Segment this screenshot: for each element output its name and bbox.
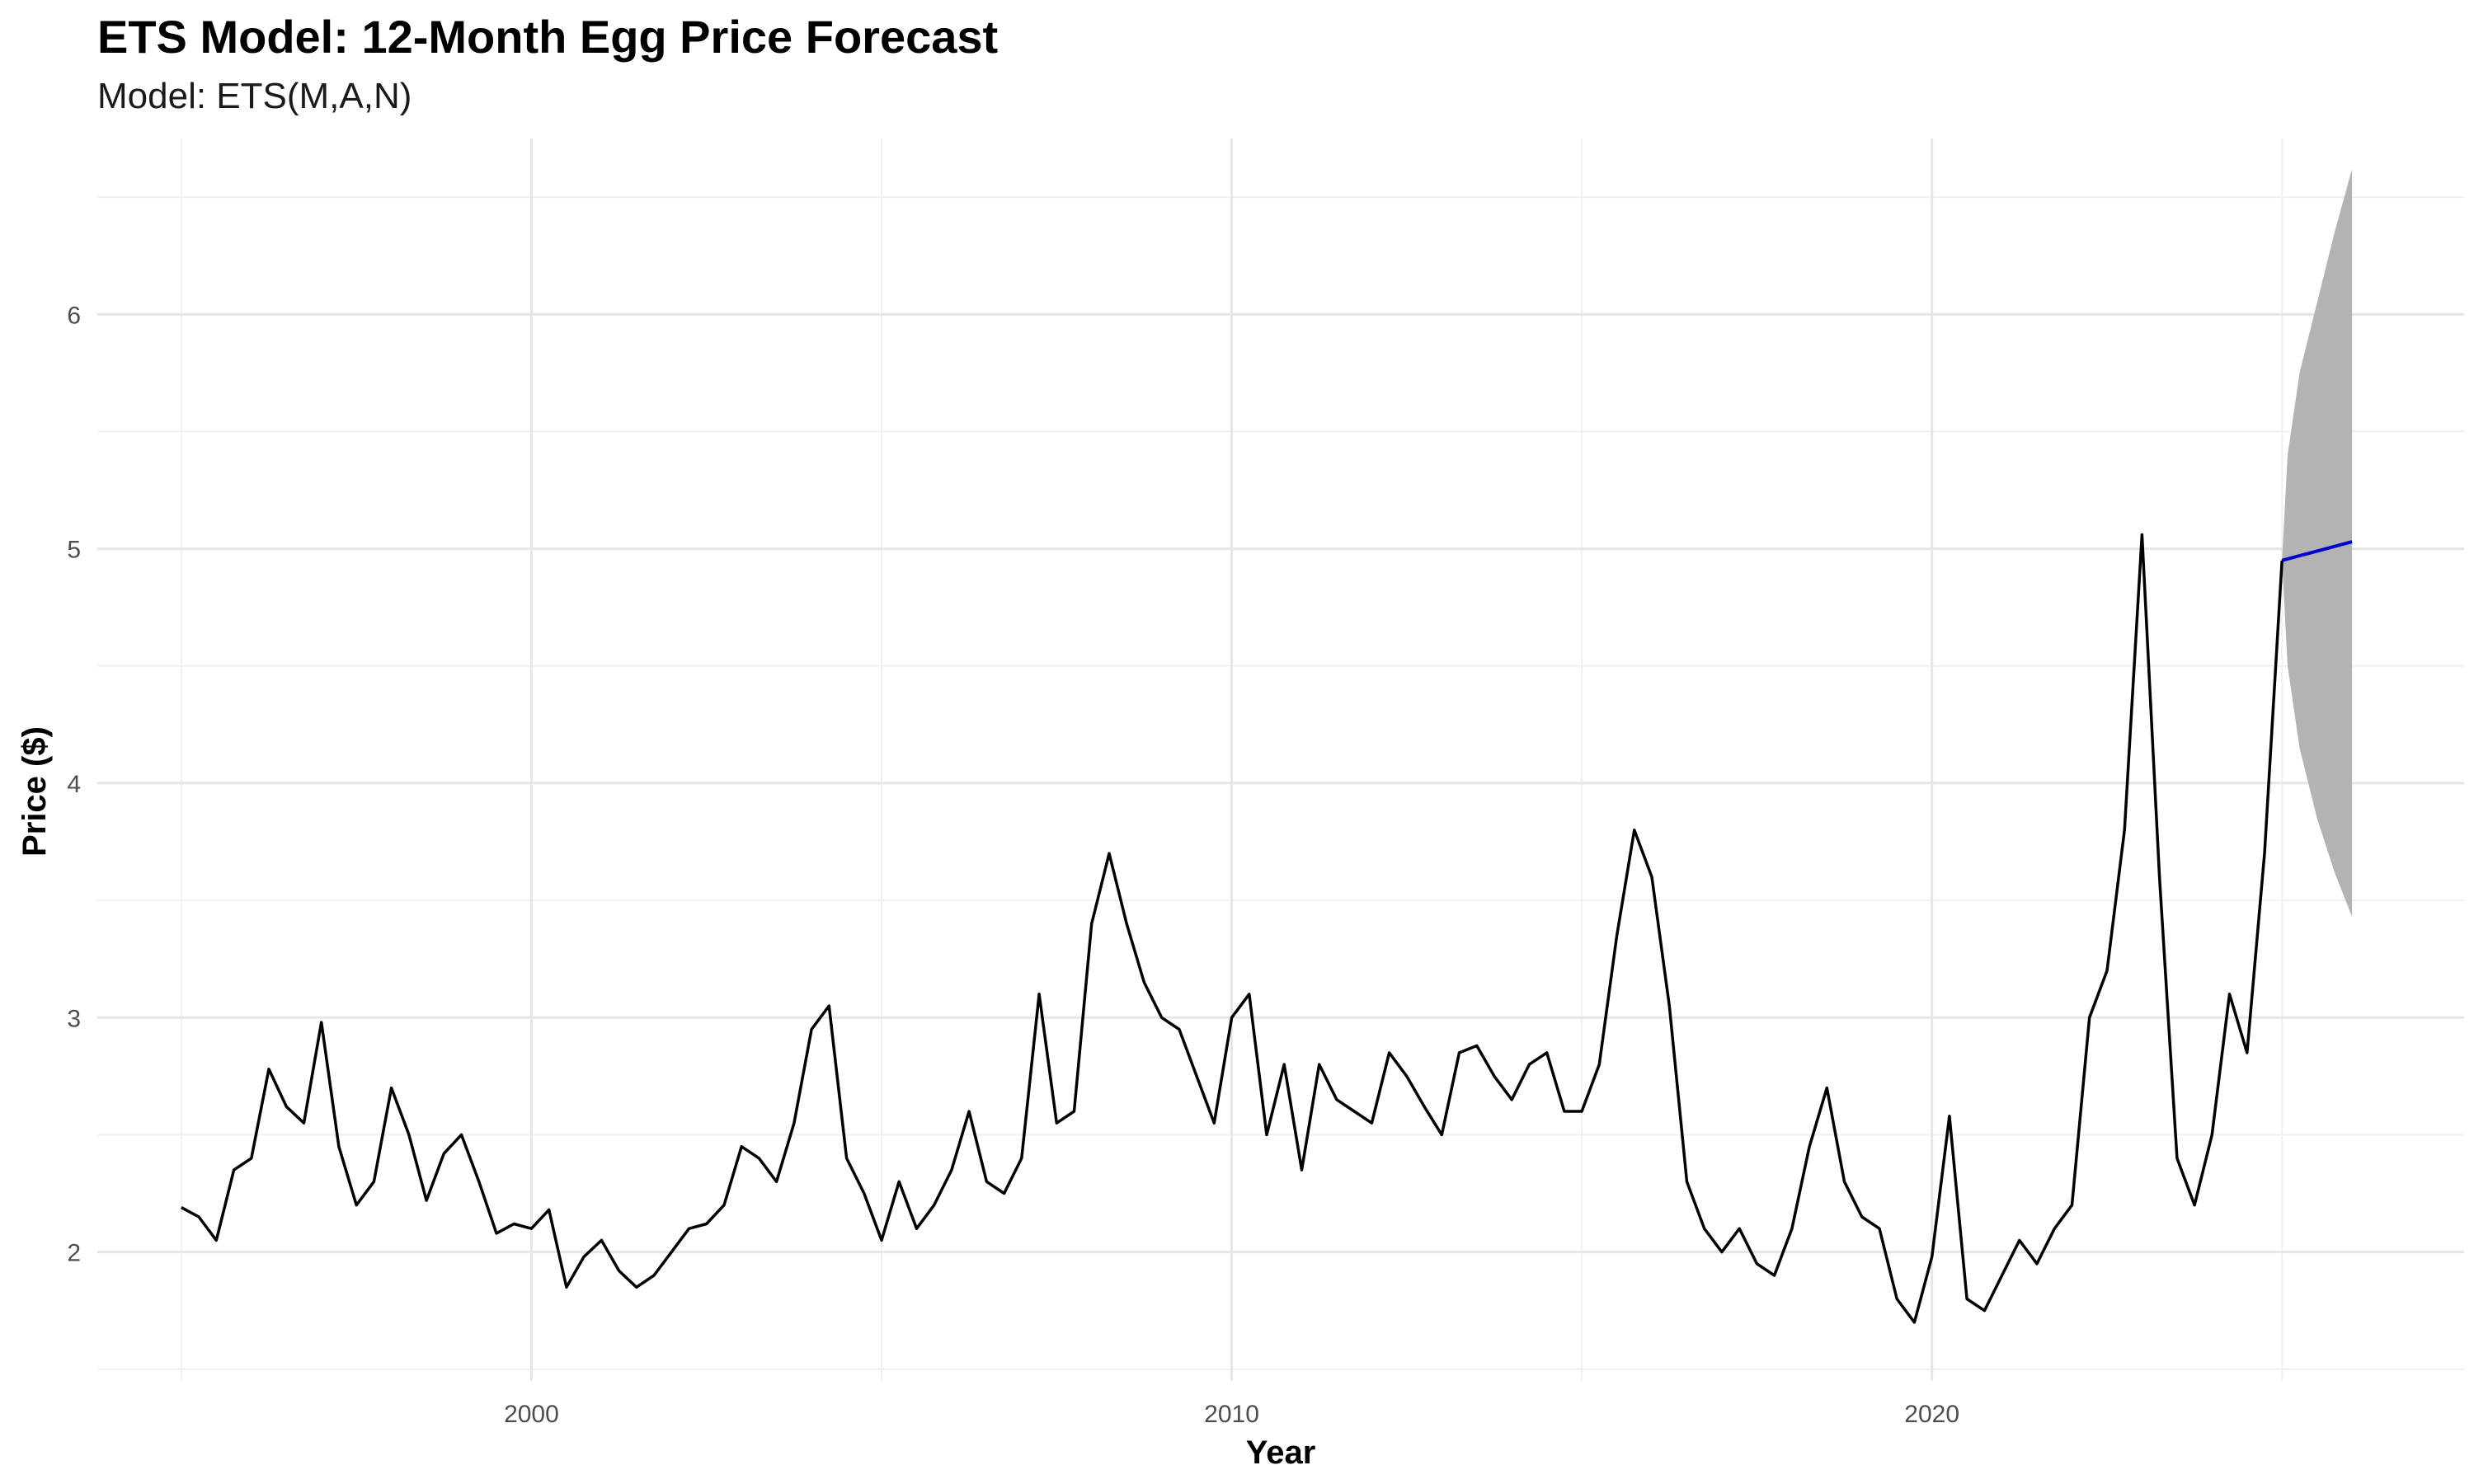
x-tick-label: 2000 [504,1401,559,1428]
prediction-interval-band [2282,169,2353,917]
y-tick-label: 6 [67,302,81,329]
forecast-line [2281,540,2353,562]
chart-title: ETS Model: 12-Month Egg Price Forecast [97,11,999,63]
y-tick-label: 2 [67,1240,81,1267]
tick-labels: 2000 2010 2020 2 3 4 5 6 [67,302,1959,1428]
x-tick-label: 2010 [1204,1401,1259,1428]
y-tick-label: 4 [67,771,81,798]
x-axis-title: Year [1246,1435,1316,1471]
prediction-interval-layer [2282,169,2353,917]
series-layer [181,533,2353,1324]
history-line [181,533,2284,1324]
y-tick-label: 3 [67,1005,81,1032]
y-axis-title: Price ($) [16,726,53,857]
grid-lines [97,139,2464,1381]
chart-subtitle: Model: ETS(M,A,N) [97,76,412,116]
x-tick-label: 2020 [1904,1401,1959,1428]
y-tick-label: 5 [67,537,81,564]
